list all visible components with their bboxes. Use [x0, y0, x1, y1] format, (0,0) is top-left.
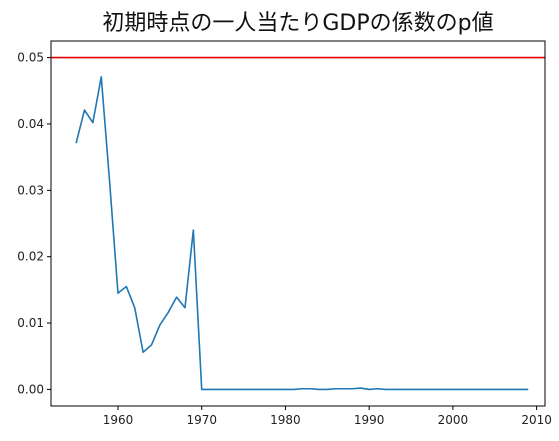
x-tick-label: 2010 — [521, 413, 552, 427]
y-tick-label: 0.00 — [17, 382, 44, 396]
series-line-1 — [75, 76, 529, 391]
plot-area — [51, 56, 545, 391]
y-axis: 0.00 0.01 0.02 0.03 0.04 0.05 — [17, 51, 51, 396]
x-tick-label: 2000 — [438, 413, 469, 427]
chart-title: 初期時点の一人当たりGDPの係数のp値 — [102, 11, 493, 36]
y-tick-label: 0.04 — [17, 117, 44, 131]
y-tick-label: 0.02 — [17, 250, 44, 264]
x-axis: 1960 1970 1980 1990 2000 2010 — [103, 406, 552, 427]
y-tick-label: 0.01 — [17, 316, 44, 330]
x-tick-label: 1960 — [103, 413, 134, 427]
x-tick-label: 1970 — [186, 413, 217, 427]
x-tick-label: 1980 — [270, 413, 301, 427]
y-tick-label: 0.03 — [17, 183, 44, 197]
x-tick-label: 1990 — [354, 413, 385, 427]
y-tick-label: 0.05 — [17, 51, 44, 65]
axes-frame — [50, 40, 546, 407]
